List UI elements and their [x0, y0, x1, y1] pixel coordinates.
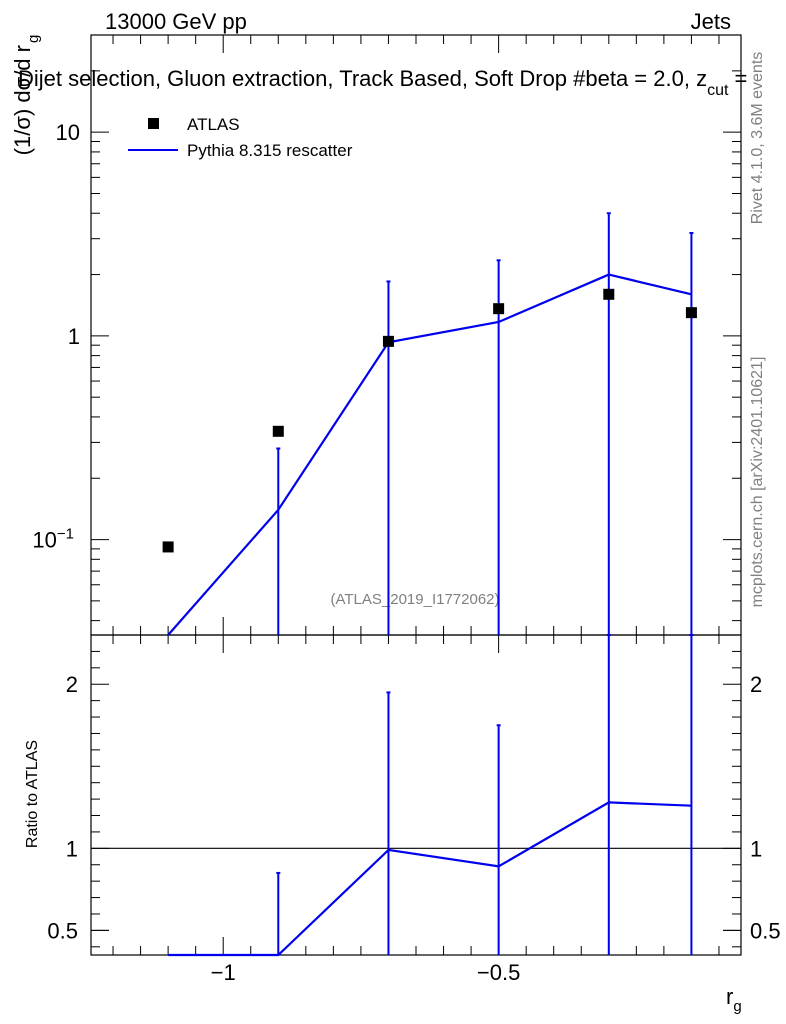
ratio-y-tick-label: 1	[66, 836, 78, 861]
y-tick-label: 1	[68, 324, 80, 349]
ratio-y-tick-label-right: 0.5	[750, 918, 781, 943]
x-tick-label: −0.5	[477, 960, 520, 985]
y-tick-label: 10	[56, 120, 80, 145]
ratio-panel-frame	[90, 634, 742, 956]
ratio-axis-ticks: 0.5 0.5 1 1 2 2 −1 −0.5	[47, 635, 781, 985]
ratio-y-tick-label-right: 1	[750, 836, 762, 861]
header-process-label: Jets	[691, 9, 731, 34]
analysis-title: Dijet selection, Gluon extraction, Track…	[18, 66, 747, 99]
mc-line	[167, 273, 692, 636]
legend-data-marker	[148, 118, 159, 129]
atlas-data-point	[603, 288, 615, 300]
rivet-version-label: Rivet 4.1.0, 3.6M events	[749, 52, 766, 225]
main-panel-marks	[162, 212, 697, 636]
main-y-axis-label: (1/σ) dσ/d rg	[10, 35, 42, 156]
mcplots-label: mcplots.cern.ch [arXiv:2401.10621]	[749, 357, 766, 608]
y-tick-label: 10−1	[32, 526, 74, 553]
legend-data-label: ATLAS	[187, 115, 240, 134]
atlas-data-point	[382, 335, 394, 347]
legend: ATLAS Pythia 8.315 rescatter	[128, 115, 353, 160]
ratio-y-tick-label-right: 2	[750, 672, 762, 697]
x-tick-label: −1	[211, 960, 236, 985]
atlas-data-point	[685, 307, 697, 319]
legend-mc-label: Pythia 8.315 rescatter	[187, 141, 353, 160]
atlas-data-point	[272, 425, 284, 437]
atlas-data-point	[493, 303, 505, 315]
atlas-data-point	[162, 541, 174, 553]
main-axis-ticks: 10−1 1 10	[32, 34, 741, 635]
header-beam-label: 13000 GeV pp	[105, 9, 247, 34]
x-axis-label: rg	[726, 984, 742, 1015]
ratio-panel-marks	[91, 634, 741, 957]
analysis-watermark: (ATLAS_2019_I1772062)	[330, 591, 499, 608]
ratio-y-tick-label: 0.5	[47, 918, 78, 943]
ratio-y-axis-label: Ratio to ATLAS	[24, 740, 41, 848]
ratio-y-tick-label: 2	[66, 672, 78, 697]
ratio-mc-line	[168, 801, 692, 957]
